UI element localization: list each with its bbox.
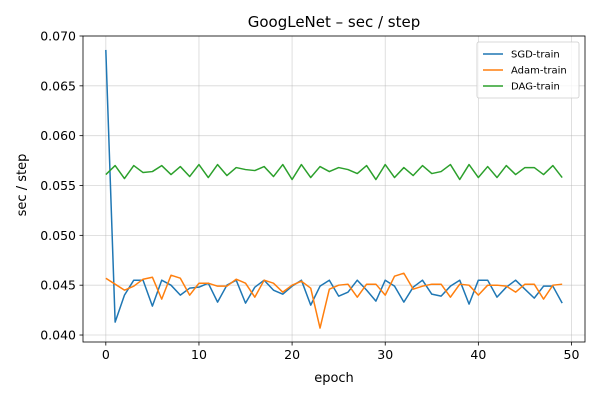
x-tick-label: 20: [284, 347, 300, 362]
y-tick-label: 0.065: [40, 78, 76, 93]
y-tick-label: 0.045: [40, 278, 76, 293]
plot-frame: [82, 35, 586, 343]
x-axis-label: epoch: [314, 371, 354, 386]
series-line-dag-train: [105, 163, 563, 181]
y-tick-label: 0.050: [40, 228, 76, 243]
chart-title: GoogLeNet – sec / step: [248, 13, 421, 31]
legend-label-adam-train: Adam-train: [511, 66, 567, 77]
x-tick-label: 50: [564, 347, 580, 362]
y-axis-label: sec / step: [15, 154, 30, 217]
y-tick-label: 0.070: [40, 29, 76, 44]
legend-label-sgd-train: SGD-train: [511, 50, 560, 61]
axis-ticks: 0 10 20 30 40 50 0.040 0.045 0.050 0.055 0.060 0.06…: [40, 29, 579, 363]
x-tick-label: 30: [377, 347, 393, 362]
y-tick-label: 0.060: [40, 128, 76, 143]
series-line-sgd-train: [105, 49, 563, 323]
legend-box: [476, 41, 580, 99]
x-tick-label: 10: [191, 347, 207, 362]
series-line-adam-train: [105, 272, 563, 329]
y-tick-label: 0.040: [40, 328, 76, 343]
legend-label-dag-train: DAG-train: [511, 82, 560, 93]
x-tick-label: 40: [470, 347, 486, 362]
series-group: [105, 49, 563, 329]
x-tick-label: 0: [102, 347, 110, 362]
legend: SGD-train Adam-train DAG-train: [476, 41, 580, 99]
y-tick-label: 0.055: [40, 178, 76, 193]
